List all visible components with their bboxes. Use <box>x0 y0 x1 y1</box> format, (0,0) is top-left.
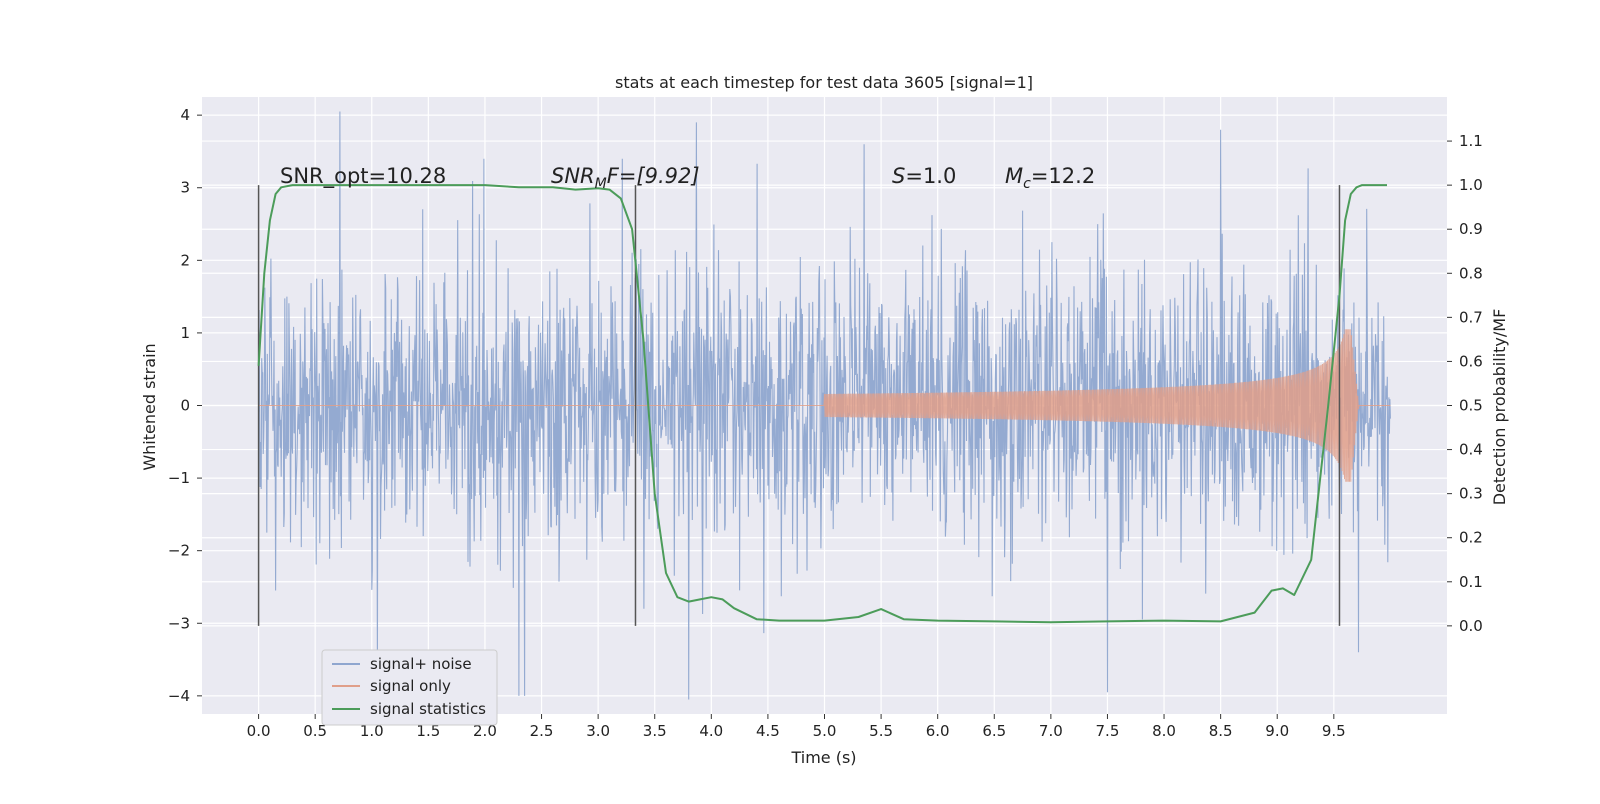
y-tick-label-left: 2 <box>180 251 190 269</box>
x-tick-label: 6.5 <box>982 722 1006 740</box>
x-tick-label: 0.0 <box>247 722 271 740</box>
legend-box <box>321 649 498 726</box>
y-tick-label-left: −3 <box>168 614 190 632</box>
x-tick-label: 3.5 <box>643 722 667 740</box>
y-tick-label-right: 0.0 <box>1459 617 1483 635</box>
x-axis-label: Time (s) <box>790 748 856 767</box>
y-tick-label-right: 1.0 <box>1459 176 1483 194</box>
legend-label-signal-statistics: signal statistics <box>370 700 486 718</box>
series-signal-statistics <box>257 184 1387 624</box>
x-tick-label: 6.0 <box>926 722 950 740</box>
annotation-snr-opt: SNR_opt=10.28 <box>280 164 446 189</box>
chart-title: stats at each timestep for test data 360… <box>615 73 1033 92</box>
y-tick-label-right: 1.1 <box>1459 132 1483 150</box>
y-tick-label-right: 0.7 <box>1459 308 1483 326</box>
x-tick-label: 9.0 <box>1265 722 1289 740</box>
y-tick-label-right: 0.3 <box>1459 485 1483 503</box>
annotation-s: S=1.0 <box>892 164 956 188</box>
series-signal-noise <box>258 111 1391 700</box>
x-tick-label: 7.0 <box>1039 722 1063 740</box>
x-tick-label: 5.5 <box>869 722 893 740</box>
x-tick-label: 7.5 <box>1096 722 1120 740</box>
x-tick-label: 8.0 <box>1152 722 1176 740</box>
x-tick-label: 0.5 <box>303 722 327 740</box>
x-tick-label: 8.5 <box>1209 722 1233 740</box>
y-tick-label-left: 3 <box>180 179 190 197</box>
y-tick-label-left: −2 <box>168 542 190 560</box>
x-tick-label: 2.0 <box>473 722 497 740</box>
legend: signal+ noise signal only signal statist… <box>321 649 498 726</box>
x-tick-label: 3.0 <box>586 722 610 740</box>
y-axis-label-right: Detection probability/MF <box>1490 309 1509 506</box>
y-tick-label-right: 0.1 <box>1459 573 1483 591</box>
legend-label-signal-only: signal only <box>370 677 451 695</box>
y-tick-label-right: 0.5 <box>1459 397 1483 415</box>
annotation-snr-mf: SNRMF=[9.92] <box>551 164 700 192</box>
y-tick-label-right: 0.4 <box>1459 441 1483 459</box>
y-tick-label-right: 0.6 <box>1459 352 1483 370</box>
x-tick-label: 4.0 <box>699 722 723 740</box>
x-tick-label: 9.5 <box>1322 722 1346 740</box>
y-tick-label-right: 0.2 <box>1459 529 1483 547</box>
annotation-mc: Mc=12.2 <box>1005 164 1095 192</box>
legend-label-signal-noise: signal+ noise <box>370 655 472 673</box>
x-tick-label: 1.0 <box>360 722 384 740</box>
x-tick-label: 2.5 <box>530 722 554 740</box>
y-tick-label-left: −1 <box>168 469 190 487</box>
y-tick-label-left: 4 <box>180 106 190 124</box>
y-tick-label-left: 1 <box>180 324 190 342</box>
y-tick-label-right: 0.8 <box>1459 264 1483 282</box>
y-tick-label-left: 0 <box>180 397 190 415</box>
x-tick-label: 1.5 <box>416 722 440 740</box>
x-tick-label: 4.5 <box>756 722 780 740</box>
y-tick-label-right: 0.9 <box>1459 220 1483 238</box>
series-signal-only <box>258 329 1391 482</box>
y-axis-label-left: Whitened strain <box>140 343 159 470</box>
y-tick-label-left: −4 <box>168 687 190 705</box>
x-tick-label: 5.0 <box>813 722 837 740</box>
